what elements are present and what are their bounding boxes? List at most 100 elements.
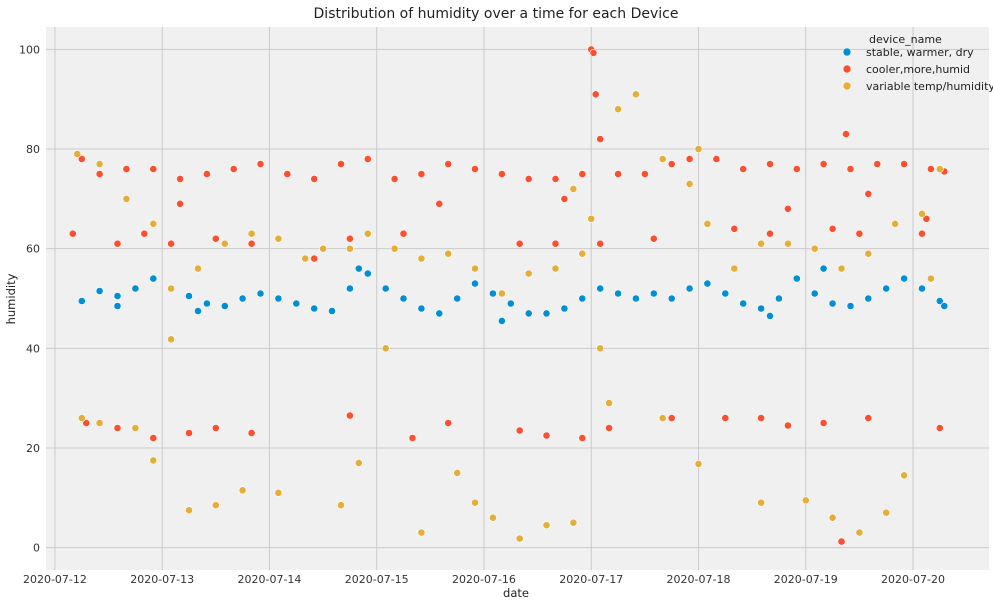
data-point bbox=[891, 219, 899, 228]
data-point bbox=[819, 264, 828, 273]
data-point bbox=[569, 518, 578, 527]
data-point bbox=[381, 284, 390, 293]
data-point bbox=[542, 309, 551, 318]
data-point bbox=[149, 165, 158, 173]
legend-label: variable temp/humidity bbox=[866, 80, 993, 93]
y-tick-label: 80 bbox=[26, 143, 40, 156]
data-point bbox=[167, 335, 175, 344]
data-point bbox=[444, 160, 453, 168]
data-point bbox=[766, 160, 774, 168]
data-point bbox=[757, 239, 765, 248]
data-point bbox=[578, 249, 587, 258]
x-tick-label: 2020-07-15 bbox=[345, 573, 409, 586]
x-tick-label: 2020-07-16 bbox=[452, 573, 516, 586]
data-point bbox=[589, 49, 598, 57]
data-point bbox=[922, 214, 931, 223]
data-point bbox=[220, 239, 229, 248]
data-point bbox=[149, 274, 158, 283]
data-point bbox=[842, 130, 850, 138]
data-point bbox=[810, 289, 819, 298]
data-point bbox=[194, 264, 202, 273]
data-point bbox=[73, 150, 82, 158]
legend-marker bbox=[842, 64, 852, 74]
data-point bbox=[68, 229, 77, 238]
data-point bbox=[596, 344, 605, 353]
data-point bbox=[399, 294, 408, 303]
data-point bbox=[685, 155, 694, 163]
data-point bbox=[176, 199, 184, 208]
data-point bbox=[703, 219, 712, 228]
data-point bbox=[274, 488, 283, 497]
data-point bbox=[363, 229, 372, 238]
data-point bbox=[757, 414, 765, 422]
data-point bbox=[435, 199, 444, 208]
data-point bbox=[345, 284, 354, 293]
data-point bbox=[95, 419, 104, 427]
data-point bbox=[766, 229, 774, 238]
legend-marker bbox=[842, 47, 852, 57]
data-point bbox=[471, 165, 479, 173]
y-tick-label: 100 bbox=[19, 43, 40, 56]
data-point bbox=[238, 294, 247, 303]
data-point bbox=[453, 294, 462, 303]
data-point bbox=[918, 284, 926, 293]
data-point bbox=[211, 424, 220, 432]
data-point bbox=[337, 501, 345, 510]
plot-background bbox=[46, 27, 989, 570]
data-point bbox=[471, 279, 479, 288]
data-point bbox=[113, 302, 122, 310]
data-point bbox=[417, 170, 426, 178]
data-point bbox=[408, 434, 417, 442]
data-point bbox=[792, 165, 801, 173]
data-point bbox=[596, 239, 605, 248]
plot-area bbox=[46, 27, 989, 570]
data-point bbox=[596, 135, 605, 143]
data-point bbox=[846, 165, 855, 173]
data-point bbox=[542, 521, 551, 530]
data-point bbox=[721, 414, 730, 422]
data-point bbox=[757, 304, 765, 313]
data-point bbox=[328, 307, 336, 315]
data-point bbox=[247, 229, 256, 238]
data-point bbox=[301, 254, 310, 263]
legend-title: device_name bbox=[869, 33, 942, 46]
data-point bbox=[354, 264, 363, 273]
data-point bbox=[524, 174, 533, 183]
data-point bbox=[864, 414, 873, 422]
data-point bbox=[354, 458, 363, 467]
data-point bbox=[185, 506, 193, 515]
data-point bbox=[855, 528, 864, 537]
data-point bbox=[131, 424, 140, 432]
data-point bbox=[82, 419, 91, 427]
data-point bbox=[658, 414, 667, 422]
data-point bbox=[381, 344, 390, 353]
data-point bbox=[488, 289, 497, 298]
data-point bbox=[345, 411, 354, 420]
data-point bbox=[935, 297, 944, 305]
data-point bbox=[641, 170, 649, 178]
x-tick-label: 2020-07-14 bbox=[237, 573, 301, 586]
x-axis: 2020-07-12 2020-07-13 2020-07-14 2020-07-15… bbox=[23, 573, 945, 586]
data-point bbox=[229, 165, 238, 173]
data-point bbox=[524, 309, 533, 318]
data-point bbox=[488, 513, 497, 522]
data-point bbox=[900, 160, 908, 168]
data-point bbox=[766, 311, 774, 320]
data-point bbox=[935, 165, 944, 173]
data-point bbox=[551, 239, 560, 248]
data-point bbox=[694, 145, 703, 153]
data-point bbox=[846, 302, 855, 310]
data-point bbox=[310, 254, 319, 263]
data-point bbox=[185, 429, 193, 437]
data-point bbox=[247, 429, 256, 437]
data-point bbox=[77, 414, 86, 422]
data-point bbox=[918, 229, 926, 238]
data-point bbox=[784, 421, 792, 430]
data-point bbox=[837, 264, 846, 273]
legend-label: cooler,more,humid bbox=[866, 63, 970, 76]
data-point bbox=[471, 264, 479, 273]
series-1 bbox=[77, 264, 949, 325]
data-point bbox=[310, 304, 319, 313]
data-point bbox=[337, 160, 345, 168]
data-point bbox=[587, 214, 596, 223]
